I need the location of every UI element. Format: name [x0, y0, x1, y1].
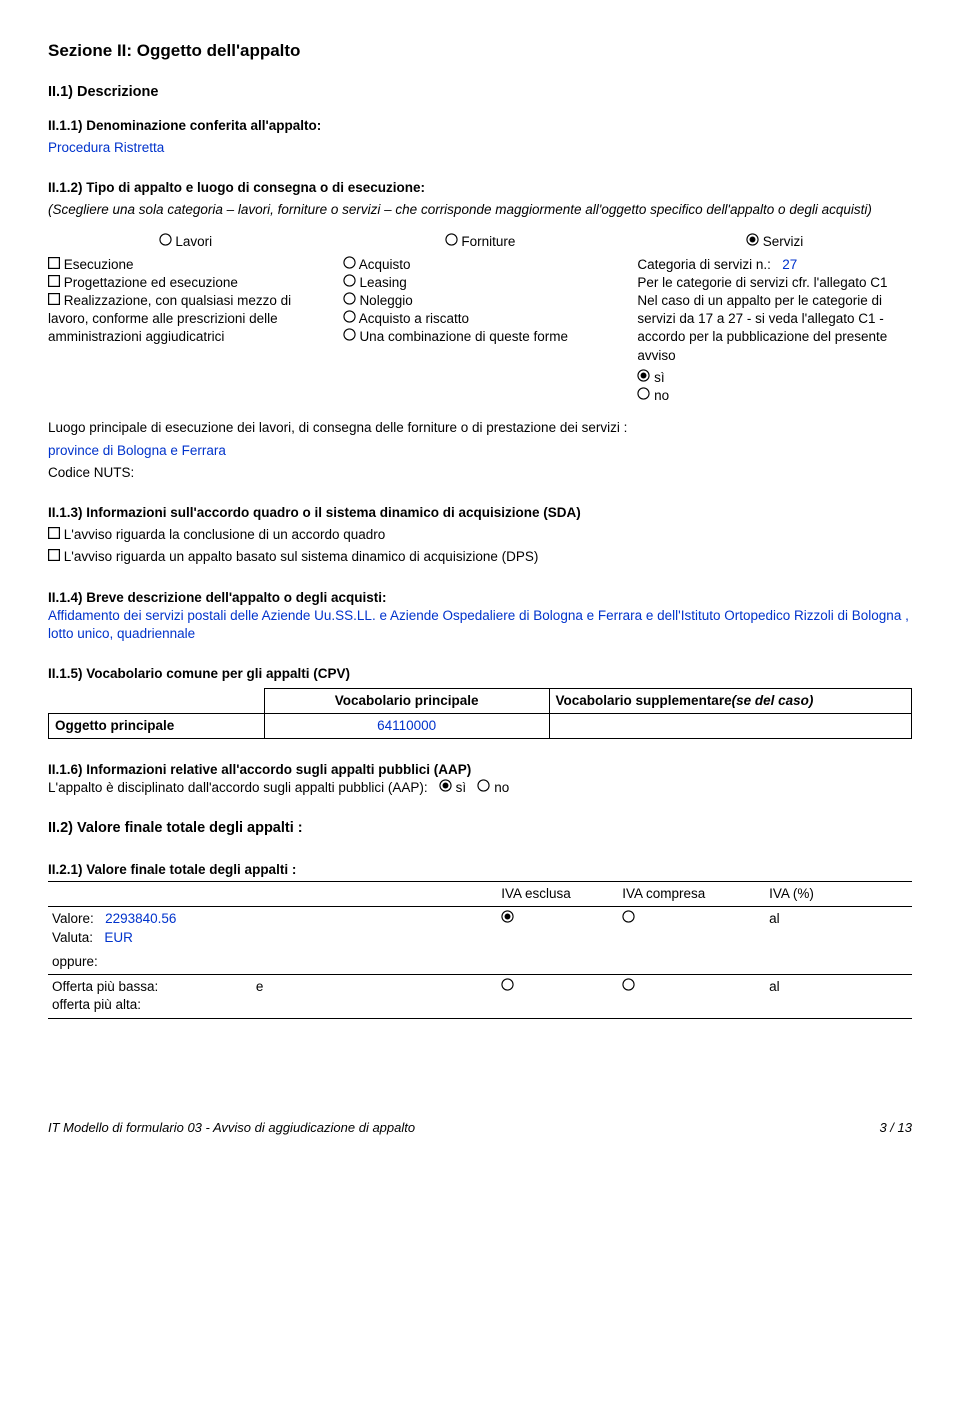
heading-ii1: II.1) Descrizione — [48, 83, 912, 103]
radio-aap-si-selected[interactable] — [439, 779, 452, 792]
checkbox-dps[interactable] — [48, 549, 60, 561]
col1-item: Esecuzione — [64, 257, 134, 272]
type-columns: Lavori Esecuzione Progettazione ed esecu… — [48, 233, 912, 405]
heading-ii11: II.1.1) Denominazione conferita all'appa… — [48, 117, 912, 135]
label-si: sì — [654, 370, 665, 385]
radio-aap-no[interactable] — [477, 779, 490, 792]
offerta-alta-label: offerta più alta: — [52, 997, 141, 1012]
radio-iva-excl-selected[interactable] — [501, 910, 514, 923]
radio-lavori[interactable] — [159, 233, 172, 246]
heading-ii15: II.1.5) Vocabolario comune per gli appal… — [48, 665, 912, 683]
ii14-value: Affidamento dei servizi postali delle Az… — [48, 607, 912, 643]
nuts-label: Codice NUTS: — [48, 464, 912, 482]
cpv-row-label: Oggetto principale — [55, 718, 174, 733]
radio-off-excl[interactable] — [501, 978, 514, 991]
col2-item: Acquisto — [359, 257, 411, 272]
heading-ii14: II.1.4) Breve descrizione dell'appalto o… — [48, 589, 912, 607]
ii12-note: (Scegliere una sola categoria – lavori, … — [48, 201, 912, 219]
col2-head: Forniture — [461, 234, 515, 249]
oppure: oppure: — [48, 950, 497, 975]
valore-value: 2293840.56 — [105, 911, 176, 926]
col2-item: Leasing — [359, 275, 406, 290]
radio-forniture[interactable] — [445, 233, 458, 246]
radio-leasing[interactable] — [343, 274, 356, 287]
heading-ii13: II.1.3) Informazioni sull'accordo quadro… — [48, 504, 912, 522]
cpv-value: 64110000 — [264, 713, 549, 738]
col1-item: Realizzazione, con qualsiasi mezzo di la… — [48, 293, 291, 344]
luogo-value: province di Bologna e Ferrara — [48, 442, 912, 460]
cat-value: 27 — [782, 257, 797, 272]
al-1: al — [765, 907, 912, 950]
radio-riscatto[interactable] — [343, 310, 356, 323]
offerta-bassa-label: Offerta più bassa: — [52, 979, 158, 994]
checkbox-esecuzione[interactable] — [48, 257, 60, 269]
col3-head: Servizi — [763, 234, 804, 249]
heading-ii12: II.1.2) Tipo di appalto e luogo di conse… — [48, 179, 912, 197]
valuta-value: EUR — [104, 930, 133, 945]
cpv-h2-cell: Vocabolario supplementare(se del caso) — [549, 688, 911, 713]
th-iva-excl: IVA esclusa — [497, 882, 618, 907]
radio-acquisto[interactable] — [343, 256, 356, 269]
col2-item: Una combinazione di queste forme — [359, 329, 568, 344]
footer-right: 3 / 13 — [879, 1119, 912, 1137]
e-label: e — [256, 979, 264, 994]
col2-item: Acquisto a riscatto — [359, 311, 469, 326]
cat-ref: Per le categorie di servizi cfr. l'alleg… — [637, 274, 912, 292]
cat-note: Nel caso di un appalto per le categorie … — [637, 292, 912, 365]
al-2: al — [765, 975, 912, 1018]
cat-label: Categoria di servizi n.: — [637, 257, 771, 272]
label-no: no — [654, 388, 669, 403]
radio-no[interactable] — [637, 387, 650, 400]
luogo-label: Luogo principale di esecuzione dei lavor… — [48, 419, 912, 437]
col2-item: Noleggio — [359, 293, 412, 308]
radio-iva-incl[interactable] — [622, 910, 635, 923]
aap-si: sì — [456, 780, 467, 795]
ii13-b: L'avviso riguarda un appalto basato sul … — [64, 549, 539, 564]
checkbox-progettazione[interactable] — [48, 275, 60, 287]
radio-noleggio[interactable] — [343, 292, 356, 305]
heading-ii16: II.1.6) Informazioni relative all'accord… — [48, 761, 912, 779]
checkbox-accordo-quadro[interactable] — [48, 527, 60, 539]
value-table: IVA esclusa IVA compresa IVA (%) Valore:… — [48, 881, 912, 1018]
col1-head: Lavori — [175, 234, 212, 249]
heading-ii21: II.2.1) Valore finale totale degli appal… — [48, 861, 912, 879]
radio-off-incl[interactable] — [622, 978, 635, 991]
page-footer: IT Modello di formulario 03 - Avviso di … — [48, 1119, 912, 1137]
radio-combinazione[interactable] — [343, 328, 356, 341]
valore-label: Valore: — [52, 911, 94, 926]
aap-no: no — [494, 780, 509, 795]
ii13-a: L'avviso riguarda la conclusione di un a… — [64, 527, 386, 542]
ii16-text: L'appalto è disciplinato dall'accordo su… — [48, 780, 428, 795]
section-title: Sezione II: Oggetto dell'appalto — [48, 40, 912, 63]
th-iva-incl: IVA compresa — [618, 882, 765, 907]
col1-item: Progettazione ed esecuzione — [64, 275, 238, 290]
th-iva-pct: IVA (%) — [765, 882, 912, 907]
radio-si-selected[interactable] — [637, 369, 650, 382]
footer-left: IT Modello di formulario 03 - Avviso di … — [48, 1119, 415, 1137]
cpv-h1: Vocabolario principale — [264, 688, 549, 713]
valuta-label: Valuta: — [52, 930, 93, 945]
cpv-table: Vocabolario principale Vocabolario suppl… — [48, 688, 912, 739]
checkbox-realizzazione[interactable] — [48, 293, 60, 305]
radio-servizi-selected[interactable] — [746, 233, 759, 246]
heading-ii2: II.2) Valore finale totale degli appalti… — [48, 819, 912, 839]
ii11-value: Procedura Ristretta — [48, 139, 912, 157]
